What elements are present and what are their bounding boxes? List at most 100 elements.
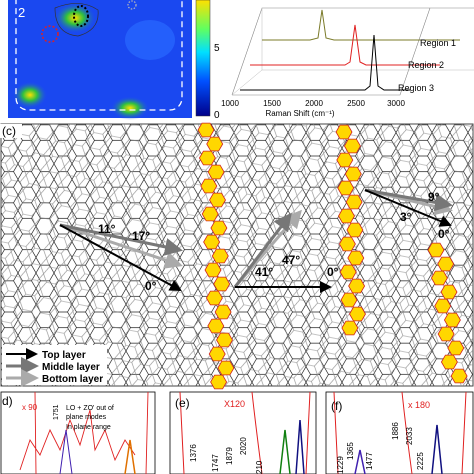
yellow-hexagon (206, 136, 224, 152)
yellow-hexagon (210, 220, 228, 236)
panel-d: d) x 90 1751 LO + ZO' out of plane modes… (0, 391, 156, 474)
x-tick-label: 2500 (347, 99, 365, 108)
map-region (125, 20, 175, 60)
heatmap-panel: 2 5 0 (8, 0, 220, 121)
yellow-hexagon (338, 208, 355, 224)
peak-label: 1751 (53, 404, 60, 420)
yellow-hexagon (346, 222, 364, 238)
yellow-hexagon (443, 312, 461, 328)
spectrum (262, 9, 460, 41)
x-axis-title: Raman Shift (cm⁻¹) (265, 109, 334, 118)
angle-label: 17° (132, 229, 150, 243)
region-marker (41, 25, 59, 43)
spectrum (124, 439, 136, 474)
legend-label: Top layer (42, 350, 86, 361)
yellow-hexagon (198, 150, 216, 166)
yellow-hexagon (201, 206, 219, 222)
axis-frame (231, 7, 474, 96)
region-marker (127, 0, 137, 10)
yellow-hexagon (343, 138, 361, 154)
angle-labels: 11° 17° 0° 41° 47° 0° 9° 3° 0° (98, 190, 450, 293)
angle-label: 0° (438, 227, 450, 241)
yellow-hexagon (337, 180, 355, 196)
legend-label: Region 2 (408, 60, 444, 70)
frame (0, 391, 156, 474)
yellow-hexagon (214, 304, 232, 320)
spectra-panel: Region 1 Region 2 Region 3 1000 1500 200… (221, 7, 474, 118)
top-arrow (364, 189, 452, 227)
yellow-hexagon (336, 152, 354, 168)
x-tick-label: 1500 (263, 99, 281, 108)
frame (169, 391, 317, 474)
angle-label: 0° (327, 265, 339, 279)
yellow-hexagon (213, 276, 231, 292)
yellow-hexagon (217, 360, 235, 376)
middle-arrow (364, 188, 453, 212)
angle-label: 0° (145, 279, 157, 293)
yellow-hexagon (450, 368, 468, 384)
spectrum (59, 429, 73, 474)
x-tick-label: 3000 (387, 99, 405, 108)
yellow-hexagon (205, 290, 223, 306)
annotation: LO + ZO' out of (66, 405, 114, 412)
region-marker (73, 5, 89, 27)
peak-label: 2033 (405, 427, 414, 445)
yellow-hexagon (440, 354, 458, 370)
panel-label: (c) (2, 124, 16, 138)
yellow-hexagon (207, 318, 225, 334)
angle-label: 3° (400, 210, 412, 224)
yellow-hexagon (204, 262, 222, 278)
panel-label: (e) (175, 396, 190, 410)
panel-f: (f) x 180 1229 1365 1477 1886 2033 2225 (325, 391, 474, 474)
yellow-hexagon (210, 374, 228, 390)
peak-label: 210 (255, 460, 264, 474)
frame (325, 391, 474, 474)
legend-label: Bottom layer (42, 374, 103, 385)
yellow-hexagon (347, 250, 365, 266)
peak-label: 1886 (391, 422, 400, 440)
peak-label: 1747 (211, 454, 220, 472)
peak-label: 1229 (336, 456, 345, 474)
spectrum (295, 419, 305, 474)
spectrum (333, 391, 467, 474)
yellow-hexagon (427, 242, 445, 258)
spectrum (179, 391, 311, 474)
spectrum (354, 449, 366, 474)
peak-label: 2020 (239, 437, 248, 455)
label-background (0, 124, 22, 138)
legend-label: Region 3 (398, 83, 434, 93)
yellow-hexagon (349, 306, 366, 322)
peak-label: 1879 (225, 447, 234, 465)
lattice-panel: (c) 11° 17° 0° 41° 47° 0° 9° 3° 0° Top l… (0, 122, 474, 390)
scale-label: X120 (224, 399, 245, 409)
peak-label: 1477 (365, 452, 374, 470)
peak-label: 1376 (189, 444, 198, 462)
colorbar-tick-label: 0 (214, 110, 220, 121)
legend-label: Middle layer (42, 362, 100, 373)
peak-label: 2225 (416, 452, 425, 470)
yellow-hexagon (200, 178, 218, 194)
yellow-hexagon (344, 166, 362, 182)
yellow-hexagon (335, 124, 353, 140)
angle-label: 41° (255, 265, 273, 279)
spectrum (431, 424, 443, 474)
yellow-hexagon (345, 194, 363, 210)
yellow-hexagon (341, 320, 359, 336)
angle-label: 9° (428, 190, 440, 204)
yellow-hexagon (197, 122, 215, 138)
yellow-hexagon (430, 270, 448, 286)
yellow-hexagon (207, 164, 225, 180)
angle-label: 11° (98, 222, 116, 236)
panel-e: (e) X120 1376 1747 1879 2020 210 (169, 391, 317, 474)
panel-label: d) (2, 394, 13, 408)
x-tick-label: 2000 (305, 99, 323, 108)
angle-label: 47° (282, 253, 300, 267)
yellow-hexagon (209, 192, 226, 208)
spectrum (19, 391, 149, 474)
yellow-hexagon (211, 248, 229, 264)
bottom-arrow (59, 223, 183, 269)
colorbar-tick-label: 5 (214, 43, 220, 54)
lower-lattice (1, 124, 473, 386)
top-arrow (59, 224, 182, 291)
